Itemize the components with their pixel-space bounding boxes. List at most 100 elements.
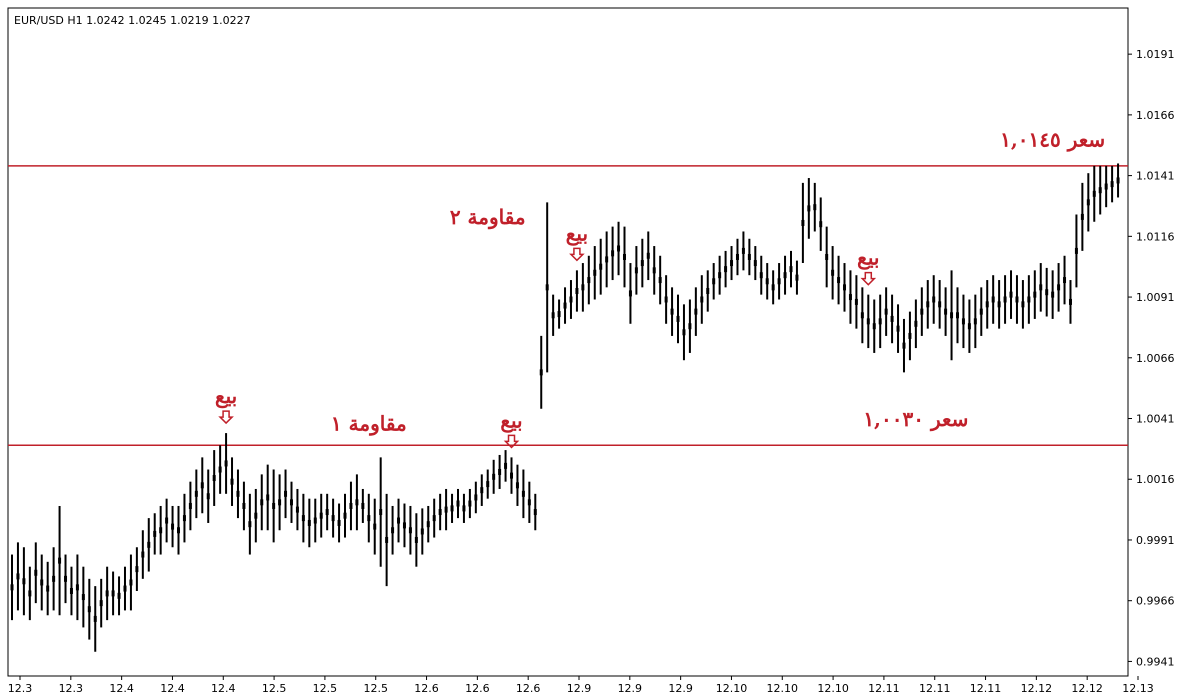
ohlc-body (646, 252, 650, 259)
ohlc-body (1003, 296, 1007, 303)
ohlc-body (456, 500, 460, 507)
y-tick-label: 0.9941 (1136, 655, 1175, 668)
y-tick-label: 1.0191 (1136, 48, 1175, 61)
ohlc-body (848, 294, 852, 301)
ohlc-body (87, 606, 91, 613)
ohlc-body (563, 302, 567, 309)
ohlc-body (218, 466, 222, 473)
ohlc-body (361, 502, 365, 509)
ohlc-body (1021, 301, 1025, 308)
ohlc-body (391, 527, 395, 534)
ohlc-body (498, 468, 502, 475)
ohlc-body (1033, 291, 1037, 298)
ohlc-body (950, 312, 954, 319)
ohlc-body (682, 329, 686, 336)
ohlc-body (902, 342, 906, 349)
ohlc-body (408, 527, 412, 534)
ohlc-body (712, 278, 716, 285)
ohlc-body (325, 509, 329, 516)
ohlc-body (379, 509, 383, 516)
ohlc-body (997, 301, 1001, 308)
ohlc-body (1116, 177, 1120, 184)
ohlc-body (753, 260, 757, 267)
ohlc-body (343, 512, 347, 519)
x-tick-label: 12.12 (1071, 682, 1103, 695)
ohlc-body (652, 267, 656, 274)
ohlc-body (569, 296, 573, 303)
ohlc-body (438, 509, 442, 516)
x-tick-label: 12.4 (211, 682, 236, 695)
x-tick-label: 12.3 (8, 682, 33, 695)
ohlc-body (617, 245, 621, 252)
ohlc-body (1074, 247, 1078, 254)
ohlc-body (831, 269, 835, 276)
ohlc-body (10, 584, 14, 591)
ohlc-body (248, 521, 252, 528)
annotation-label: سعر ١,٠١٤٥ (1000, 127, 1105, 152)
horizontal-lines (8, 165, 1128, 446)
ohlc-body (843, 284, 847, 291)
ohlc-body (301, 515, 305, 522)
ohlc-body (313, 517, 317, 524)
ohlc-body (860, 312, 864, 319)
ohlc-body (825, 253, 829, 260)
ohlc-body (188, 502, 192, 509)
ohlc-body (1068, 298, 1072, 305)
ohlc-body (991, 296, 995, 303)
ohlc-body (521, 490, 525, 497)
ohlc-body (212, 475, 216, 482)
ohlc-body (759, 272, 763, 279)
ohlc-body (16, 573, 20, 580)
x-tick-label: 12.6 (465, 682, 490, 695)
ohlc-body (64, 575, 68, 582)
ohlc-body (69, 587, 73, 594)
ohlc-body (272, 502, 276, 509)
y-tick-label: 1.0141 (1136, 170, 1175, 183)
ohlc-body (640, 260, 644, 267)
ohlc-body (22, 578, 26, 585)
x-tick-label: 12.6 (516, 682, 541, 695)
y-axis: 1.0191 1.0166 1.0141 1.0116 1.0091 1.0066 1.00… (1128, 48, 1175, 668)
y-tick-label: 1.0166 (1136, 109, 1175, 122)
ohlc-body (545, 284, 549, 291)
ohlc-body (1015, 296, 1019, 303)
ohlc-body (908, 332, 912, 339)
ohlc-body (944, 308, 948, 315)
ohlc-body (1063, 277, 1067, 284)
ohlc-body (284, 490, 288, 497)
ohlc-body (735, 253, 739, 260)
ohlc-body (1110, 181, 1114, 188)
annotation-label: سعر ١,٠٠٣٠ (863, 407, 968, 432)
ohlc-body (967, 323, 971, 330)
ohlc-body (200, 482, 204, 489)
ohlc-body (706, 287, 710, 294)
ohlc-body (474, 494, 478, 501)
y-tick-label: 0.9966 (1136, 595, 1175, 608)
ohlc-body (52, 575, 56, 582)
ohlc-body (961, 318, 965, 325)
ohlc-body (46, 585, 50, 592)
ohlc-body (224, 460, 228, 467)
ohlc-body (777, 278, 781, 285)
x-tick-label: 12.5 (363, 682, 388, 695)
ohlc-body (1104, 183, 1108, 190)
ohlc-body (807, 205, 811, 212)
ohlc-body (551, 312, 555, 319)
ohlc-body (81, 594, 85, 601)
ohlc-body (896, 325, 900, 332)
ohlc-body (1051, 291, 1055, 298)
ohlc-body (486, 481, 490, 488)
x-tick-label: 12.10 (716, 682, 748, 695)
ohlc-body (242, 502, 246, 509)
x-tick-label: 12.5 (262, 682, 287, 695)
ohlc-body (718, 272, 722, 279)
ohlc-body (527, 499, 531, 506)
ohlc-body (385, 536, 389, 543)
ohlc-body (99, 600, 103, 607)
ohlc-body (676, 315, 680, 322)
ohlc-body (593, 269, 597, 276)
sell-label: بيع (857, 246, 879, 271)
ohlc-body (171, 523, 175, 530)
